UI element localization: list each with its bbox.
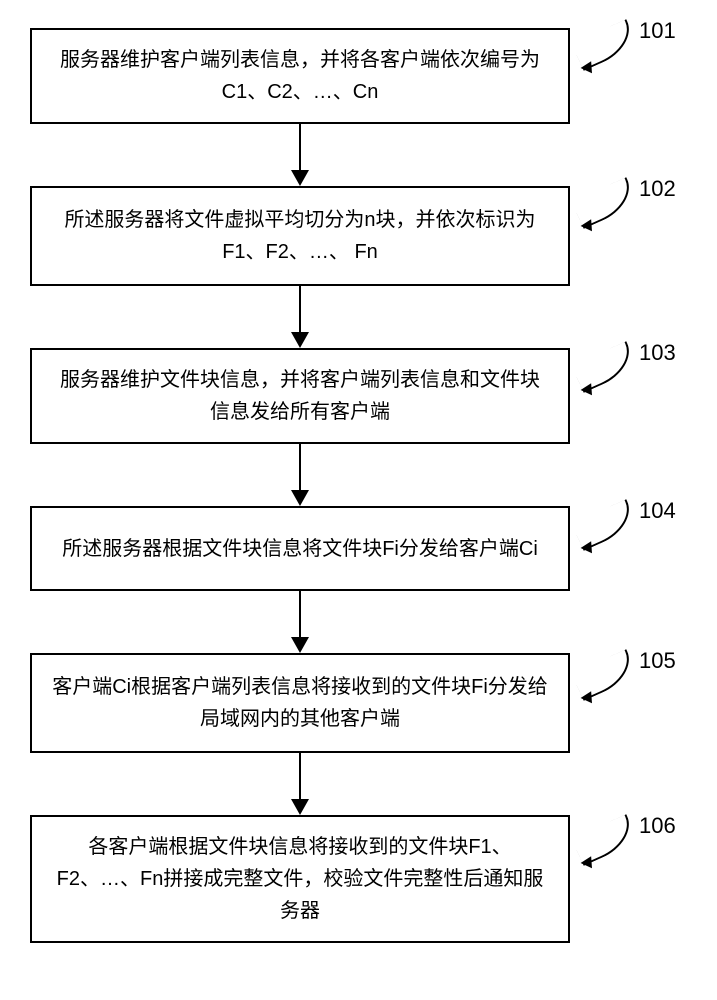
step-label-text: 105: [639, 648, 676, 674]
pointer-curve: [571, 649, 638, 701]
arrow: [30, 753, 570, 815]
step-text: 服务器维护文件块信息，并将客户端列表信息和文件块信息发给所有客户端: [52, 364, 548, 428]
step-box-102: 所述服务器将文件虚拟平均切分为n块，并依次标识为F1、F2、…、 Fn: [30, 186, 570, 286]
arrow: [30, 591, 570, 653]
step-text: 所述服务器根据文件块信息将文件块Fi分发给客户端Ci: [62, 533, 538, 565]
step-label-text: 103: [639, 340, 676, 366]
pointer-curve: [571, 499, 638, 551]
step-label-106: 106: [575, 825, 676, 855]
pointer-curve: [571, 814, 638, 866]
step-text: 服务器维护客户端列表信息，并将各客户端依次编号为C1、C2、…、Cn: [52, 44, 548, 108]
step-label-text: 104: [639, 498, 676, 524]
step-box-101: 服务器维护客户端列表信息，并将各客户端依次编号为C1、C2、…、Cn: [30, 28, 570, 124]
step-text: 各客户端根据文件块信息将接收到的文件块F1、F2、…、Fn拼接成完整文件，校验文…: [52, 831, 548, 927]
step-label-text: 102: [639, 176, 676, 202]
step-text: 所述服务器将文件虚拟平均切分为n块，并依次标识为F1、F2、…、 Fn: [52, 204, 548, 268]
step-label-text: 106: [639, 813, 676, 839]
arrow: [30, 124, 570, 186]
pointer-curve: [571, 19, 638, 71]
step-label-102: 102: [575, 188, 676, 218]
step-box-103: 服务器维护文件块信息，并将客户端列表信息和文件块信息发给所有客户端: [30, 348, 570, 444]
step-label-101: 101: [575, 30, 676, 60]
pointer-curve: [571, 177, 638, 229]
step-label-text: 101: [639, 18, 676, 44]
step-label-103: 103: [575, 352, 676, 382]
pointer-curve: [571, 341, 638, 393]
step-text: 客户端Ci根据客户端列表信息将接收到的文件块Fi分发给局域网内的其他客户端: [52, 671, 548, 735]
step-box-104: 所述服务器根据文件块信息将文件块Fi分发给客户端Ci: [30, 506, 570, 591]
step-box-105: 客户端Ci根据客户端列表信息将接收到的文件块Fi分发给局域网内的其他客户端: [30, 653, 570, 753]
arrow: [30, 286, 570, 348]
step-label-104: 104: [575, 510, 676, 540]
step-label-105: 105: [575, 660, 676, 690]
step-box-106: 各客户端根据文件块信息将接收到的文件块F1、F2、…、Fn拼接成完整文件，校验文…: [30, 815, 570, 943]
arrow: [30, 444, 570, 506]
flowchart-container: 服务器维护客户端列表信息，并将各客户端依次编号为C1、C2、…、Cn 所述服务器将…: [30, 28, 570, 943]
